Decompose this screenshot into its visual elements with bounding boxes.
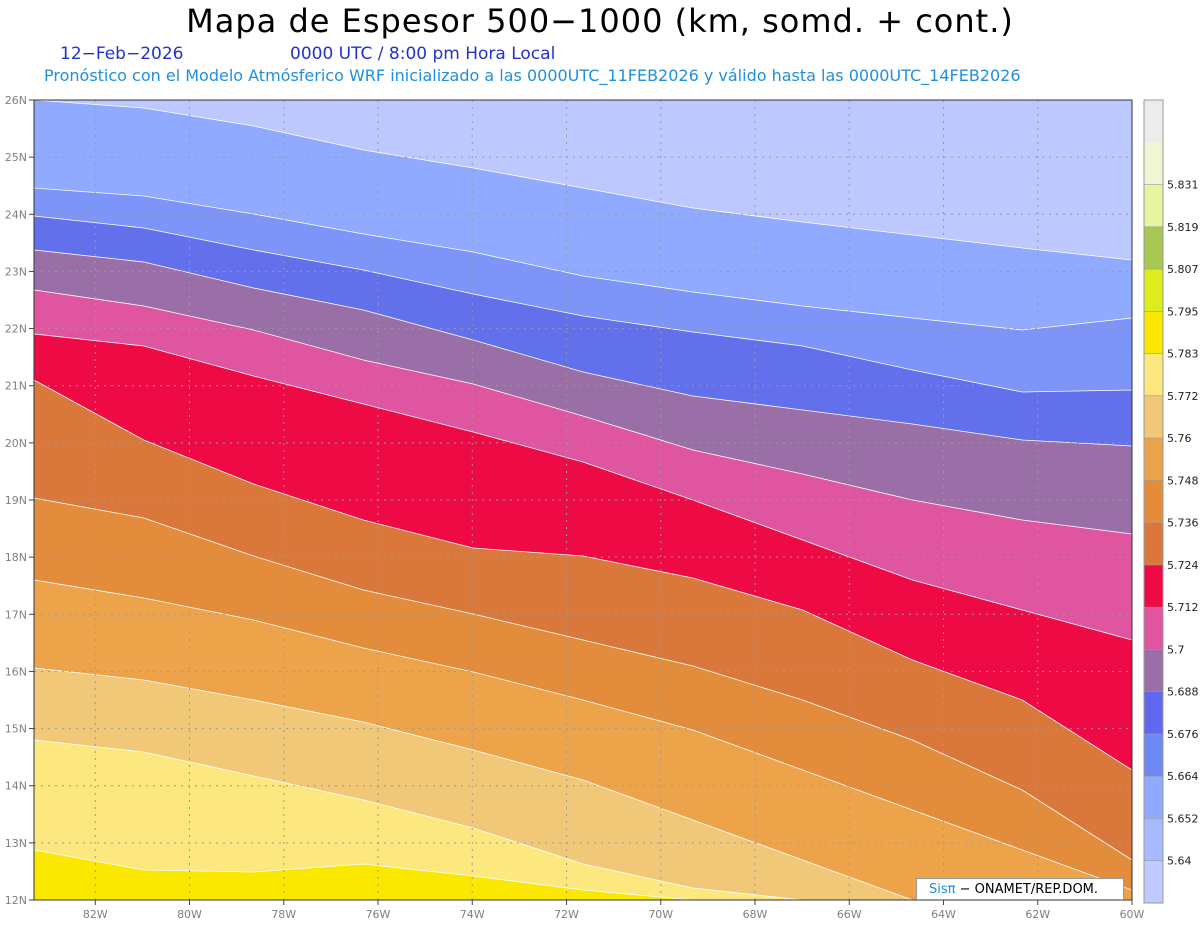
colorbar-label: 5.688 — [1167, 686, 1199, 699]
lon-tick-label: 72W — [554, 908, 579, 921]
colorbar-label: 5.712 — [1167, 601, 1199, 614]
forecast-description: Pronóstico con el Modelo Atmósferico WRF… — [44, 66, 1021, 85]
lon-tick-label: 60W — [1120, 908, 1145, 921]
colorbar-label: 5.783 — [1167, 348, 1199, 361]
credit-onamet: − ONAMET/REP.DOM. — [959, 882, 1099, 897]
lon-tick-label: 76W — [366, 908, 391, 921]
colorbar-label: 5.819 — [1167, 221, 1199, 234]
lon-tick-label: 78W — [271, 908, 296, 921]
colorbar-segment — [1144, 395, 1163, 439]
colorbar-segment — [1144, 100, 1163, 143]
lat-tick-label: 17N — [5, 608, 27, 621]
map-frame — [33, 99, 1133, 901]
lon-tick-label: 66W — [837, 908, 862, 921]
lat-tick-label: 22N — [5, 323, 27, 336]
lat-tick-label: 25N — [5, 151, 27, 164]
lon-tick-label: 68W — [743, 908, 768, 921]
colorbar-segment — [1144, 649, 1163, 692]
map-title: Mapa de Espesor 500−1000 (km, somd. + co… — [186, 2, 1014, 40]
forecast-date: 12−Feb−2026 — [60, 44, 184, 64]
lon-tick-label: 62W — [1025, 908, 1050, 921]
colorbar-segment — [1144, 480, 1163, 523]
colorbar-segment — [1144, 818, 1163, 861]
colorbar-segment — [1144, 522, 1163, 565]
colorbar-segment — [1144, 353, 1163, 396]
colorbar-label: 5.831 — [1167, 179, 1199, 192]
colorbar-segment — [1144, 226, 1163, 270]
colorbar-segment — [1144, 691, 1163, 734]
colorbar-segment — [1144, 184, 1163, 227]
lat-tick-label: 24N — [5, 208, 27, 221]
lon-tick-label: 70W — [648, 908, 673, 921]
colorbar-label: 5.772 — [1167, 390, 1199, 403]
forecast-time: 0000 UTC / 8:00 pm Hora Local — [290, 44, 556, 64]
lat-tick-label: 21N — [5, 380, 27, 393]
colorbar-frame — [1143, 99, 1164, 904]
lat-tick-label: 18N — [5, 551, 27, 564]
colorbar-label: 5.7 — [1167, 643, 1185, 656]
lat-tick-label: 12N — [5, 894, 27, 907]
colorbar-label: 5.676 — [1167, 728, 1199, 741]
colorbar-label: 5.652 — [1167, 812, 1199, 825]
lat-tick-label: 14N — [5, 780, 27, 793]
colorbar-segment — [1144, 438, 1163, 481]
lat-tick-label: 16N — [5, 665, 27, 678]
credit-box: Sisπ − ONAMET/REP.DOM. — [916, 878, 1124, 900]
colorbar-label: 5.807 — [1167, 263, 1199, 276]
lon-tick-label: 80W — [177, 908, 202, 921]
colorbar-label: 5.724 — [1167, 559, 1199, 572]
colorbar-segment — [1144, 733, 1163, 777]
lon-tick-label: 64W — [931, 908, 956, 921]
lat-tick-label: 13N — [5, 837, 27, 850]
lat-tick-label: 20N — [5, 437, 27, 450]
colorbar-label: 5.664 — [1167, 770, 1199, 783]
colorbar-label: 5.736 — [1167, 517, 1199, 530]
lat-tick-label: 15N — [5, 723, 27, 736]
colorbar-segment — [1144, 142, 1163, 185]
colorbar-label: 5.748 — [1167, 474, 1199, 487]
colorbar-label: 5.795 — [1167, 305, 1199, 318]
lon-tick-label: 82W — [83, 908, 108, 921]
lon-tick-label: 74W — [460, 908, 485, 921]
colorbar-segment — [1144, 607, 1163, 650]
colorbar-segment — [1144, 564, 1163, 608]
lat-tick-label: 26N — [5, 94, 27, 107]
colorbar-segment — [1144, 776, 1163, 819]
colorbar-segment — [1144, 269, 1163, 312]
colorbar-segment — [1144, 860, 1163, 903]
colorbar-label: 5.64 — [1167, 855, 1192, 868]
credit-sispi: Sisπ — [929, 882, 956, 897]
lat-tick-label: 19N — [5, 494, 27, 507]
colorbar-segment — [1144, 311, 1163, 354]
colorbar-label: 5.76 — [1167, 432, 1192, 445]
lat-tick-label: 23N — [5, 265, 27, 278]
